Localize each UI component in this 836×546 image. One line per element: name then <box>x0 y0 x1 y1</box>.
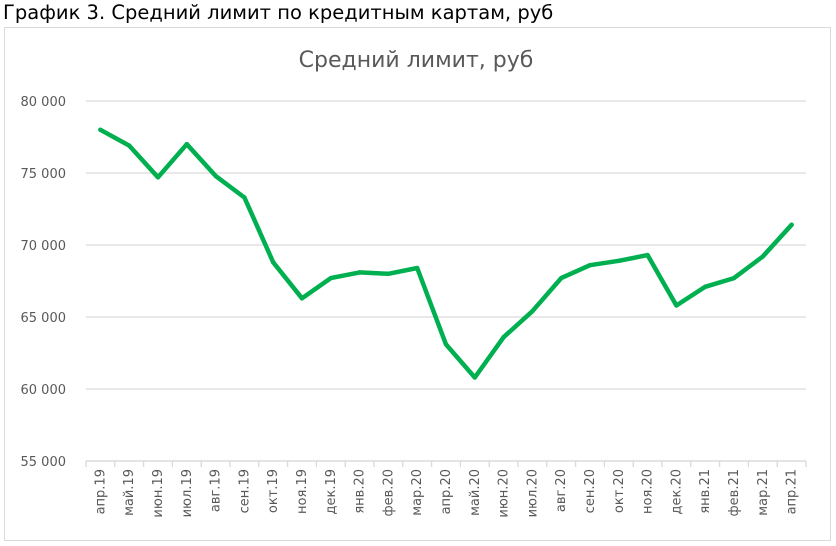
x-tick-label: мар.20 <box>410 469 425 516</box>
y-tick-label: 55 000 <box>21 455 67 470</box>
y-tick-label: 60 000 <box>21 383 67 398</box>
data-point <box>155 175 161 180</box>
x-tick-label: ноя.19 <box>295 469 310 514</box>
x-tick-label: апр.21 <box>785 469 800 514</box>
data-point <box>789 222 794 228</box>
data-point <box>443 342 449 347</box>
data-point <box>616 258 621 264</box>
series-line <box>98 127 794 380</box>
data-point <box>472 375 477 380</box>
data-point <box>271 260 276 265</box>
data-point <box>731 275 737 281</box>
x-tick-label: окт.19 <box>266 469 281 513</box>
x-tick-label: фев.21 <box>727 469 742 516</box>
x-tick-label: сен.20 <box>583 469 598 513</box>
data-point <box>357 270 362 275</box>
data-point <box>127 143 132 148</box>
series <box>98 127 794 380</box>
y-tick-label: 75 000 <box>21 167 67 182</box>
x-tick-label: окт.20 <box>612 469 627 513</box>
data-point <box>299 296 305 301</box>
x-tick-label: ноя.20 <box>641 469 656 514</box>
y-tick-label: 70 000 <box>21 239 67 254</box>
chart-frame <box>4 27 831 541</box>
data-point <box>98 127 103 132</box>
x-tick-label: мар.21 <box>756 469 771 516</box>
x-tick-label: дек.19 <box>324 469 339 515</box>
data-point <box>530 309 535 314</box>
y-tick-label: 65 000 <box>21 311 67 326</box>
data-point <box>760 254 765 259</box>
data-point <box>328 275 333 281</box>
x-tick-label: май.19 <box>122 469 137 516</box>
data-point <box>703 284 708 289</box>
x-axis <box>85 460 807 467</box>
x-tick-label: июн.20 <box>497 469 512 518</box>
x-tick-label: июн.19 <box>151 469 166 518</box>
x-tick-label: фев.20 <box>381 469 396 516</box>
data-point <box>242 195 247 200</box>
data-point <box>184 142 189 147</box>
x-tick-label: май.20 <box>468 469 483 516</box>
x-axis-ticks: апр.19 май.19 июн.19 июл.19 авг.19 сен.19 окт.… <box>93 469 799 518</box>
x-tick-label: сен.19 <box>237 469 252 513</box>
x-tick-label: апр.20 <box>439 469 454 514</box>
data-point <box>501 334 506 340</box>
data-point <box>213 173 218 179</box>
data-point <box>386 271 391 276</box>
page-title: График 3. Средний лимит по кредитным кар… <box>3 1 554 24</box>
x-tick-label: авг.19 <box>209 469 224 512</box>
data-point <box>559 275 564 281</box>
x-tick-label: янв.20 <box>353 469 368 514</box>
x-tick-label: дек.20 <box>669 469 684 515</box>
y-tick-label: 80 000 <box>21 95 67 110</box>
x-tick-label: апр.19 <box>93 469 108 514</box>
x-tick-label: июл.19 <box>180 469 195 517</box>
data-point <box>415 265 420 271</box>
y-axis-ticks: 55 000 60 000 65 000 70 000 75 000 80 000 <box>21 95 67 470</box>
data-point <box>674 303 679 308</box>
data-point <box>587 262 593 268</box>
x-tick-label: июл.20 <box>525 469 540 517</box>
chart-title: Средний лимит, руб <box>299 48 534 73</box>
x-tick-label: янв.21 <box>698 469 713 514</box>
data-point <box>645 252 650 258</box>
x-tick-label: авг.20 <box>554 469 569 512</box>
